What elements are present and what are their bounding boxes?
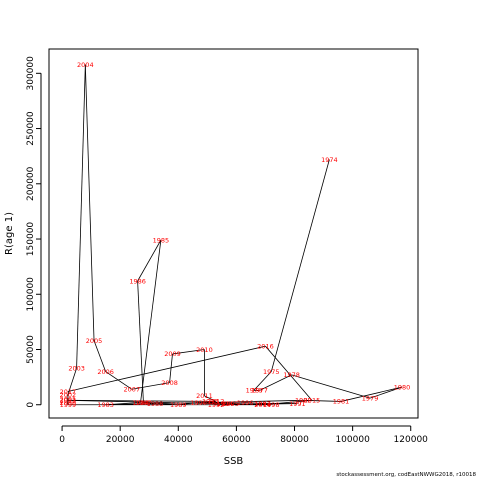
year-label: 2007	[124, 386, 141, 394]
y-tick-label: 100000	[26, 277, 36, 312]
trajectory-segment	[262, 399, 312, 406]
y-tick-label: 200000	[26, 166, 36, 201]
y-tick-label: 0	[26, 402, 36, 408]
year-label: 1995	[222, 400, 239, 408]
trajectory-segment	[143, 402, 156, 405]
source-footnote: stockassessment.org, codEastNWWG2018, r1…	[336, 472, 476, 478]
year-label: 1994	[217, 400, 234, 408]
trajectory-segment	[93, 340, 107, 372]
year-label: 1999	[60, 401, 77, 409]
x-axis-title: SSB	[224, 456, 244, 467]
year-label: 2009	[164, 350, 181, 358]
year-label: 1993	[202, 398, 219, 406]
trajectory-segment	[137, 280, 144, 403]
x-tick-label: 40000	[164, 435, 193, 445]
year-label: 1988	[147, 400, 164, 408]
year-label: 1974	[321, 156, 338, 164]
y-tick-label: 250000	[26, 111, 36, 146]
x-tick-label: 80000	[280, 435, 309, 445]
year-label: 2006	[97, 368, 114, 376]
y-tick-label: 150000	[26, 222, 36, 257]
year-label: 1980	[394, 383, 411, 391]
year-label: 2017	[60, 388, 77, 396]
year-label: 1998	[263, 401, 280, 409]
year-label: 2001	[60, 396, 77, 404]
trajectory-segment	[253, 371, 272, 391]
year-label: 2010	[196, 346, 213, 354]
y-axis: 0 50000 100000 150000 200000 250000 300000	[26, 56, 42, 408]
year-label: 1985	[153, 236, 170, 244]
trajectory-segment	[245, 402, 263, 405]
year-label: 2000	[60, 399, 77, 407]
y-axis-title: R(age 1)	[4, 212, 15, 255]
year-label: 1977	[251, 387, 268, 395]
year-label: 1984	[132, 399, 149, 407]
year-label: 1982	[295, 397, 312, 405]
y-tick-label: 50000	[26, 335, 36, 364]
trajectory-segment	[105, 371, 133, 390]
year-label: 2003	[68, 365, 85, 373]
plot-frame	[48, 48, 419, 419]
year-label: 1975	[263, 368, 280, 376]
year-label: 2014	[254, 401, 271, 409]
trajectory-segment	[140, 240, 162, 403]
year-label: 1978	[283, 371, 300, 379]
trajectory-segment	[67, 368, 77, 395]
x-axis: 0 20000 40000 60000 80000 100000 120000	[59, 425, 429, 445]
trajectory-lines	[67, 64, 403, 406]
trajectory-segment	[76, 64, 86, 369]
x-tick-label: 20000	[106, 435, 135, 445]
x-tick-label: 100000	[335, 435, 370, 445]
trajectory-segment	[172, 349, 205, 355]
year-label: 1979	[362, 394, 379, 402]
year-label: 1989	[170, 401, 187, 409]
year-label: 1991	[289, 400, 306, 408]
year-label: 2002	[60, 391, 77, 399]
year-label: 1992	[208, 401, 225, 409]
trajectory-segment	[169, 353, 173, 383]
year-label: 1997	[254, 400, 271, 408]
year-label: 2016	[257, 342, 274, 350]
year-label: 2008	[161, 379, 178, 387]
year-label: 2012	[208, 398, 225, 406]
trajectory-segment	[291, 374, 371, 399]
x-tick-label: 120000	[394, 435, 429, 445]
y-tick-label: 300000	[26, 56, 36, 91]
trajectory-segment	[270, 159, 330, 372]
year-label: 2013	[60, 397, 77, 405]
trajectory-segment	[210, 401, 217, 406]
x-tick-label: 60000	[222, 435, 251, 445]
trajectory-segment	[67, 399, 263, 406]
trajectory-segment	[204, 395, 217, 402]
year-label: 1983	[97, 401, 114, 409]
trajectory-segment	[137, 239, 162, 282]
year-label: 1976	[246, 387, 263, 395]
trajectory-segment	[67, 345, 266, 392]
x-tick-label: 0	[59, 435, 65, 445]
year-label: 1990	[190, 399, 207, 407]
year-label: 2005	[86, 337, 103, 345]
year-label: 1981	[333, 398, 350, 406]
year-label: 2004	[77, 61, 94, 69]
year-label: 1996	[237, 399, 254, 407]
year-label: 2015	[304, 397, 321, 405]
trajectory-segment	[369, 386, 403, 399]
trajectory-segment	[340, 386, 403, 402]
trajectory-segment	[259, 374, 292, 391]
year-label: 1987	[135, 399, 152, 407]
trajectory-segment	[265, 345, 313, 401]
year-label: 1986	[129, 277, 146, 285]
trajectory-segment	[131, 382, 170, 390]
trajectory-segment	[84, 64, 95, 341]
year-label: 2011	[196, 392, 213, 400]
trajectory-segment	[230, 402, 246, 405]
